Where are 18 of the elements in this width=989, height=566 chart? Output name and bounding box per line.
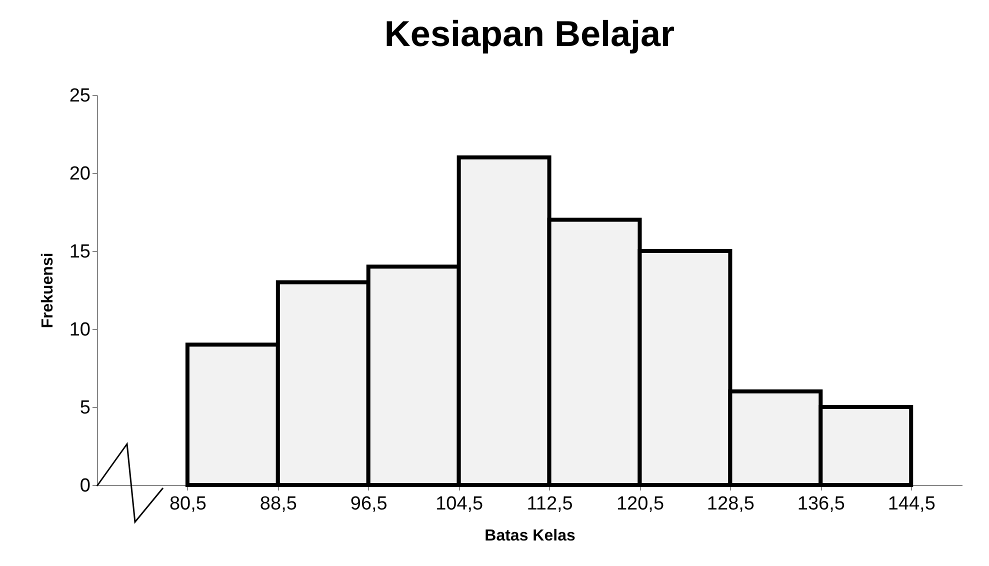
x-tick-label: 144,5 [888, 494, 936, 514]
y-axis-title: Frekuensi [39, 252, 56, 328]
x-tick-label: 80,5 [169, 494, 206, 514]
x-tick-label: 136,5 [797, 494, 845, 514]
x-tick-label: 96,5 [350, 494, 388, 514]
y-tick-label: 20 [69, 164, 90, 184]
x-tick-label: 88,5 [260, 494, 297, 514]
y-tick-label: 0 [80, 476, 90, 496]
y-tick-label: 5 [80, 398, 90, 418]
chart-title: Kesiapan Belajar [384, 13, 675, 54]
x-axis-title: Batas Kelas [484, 528, 576, 544]
x-tick-label: 120,5 [616, 494, 664, 514]
y-tick-label: 25 [69, 86, 90, 106]
x-tick-label: 104,5 [436, 494, 484, 514]
x-tick-label: 128,5 [706, 494, 754, 514]
x-tick-label: 112,5 [526, 494, 573, 514]
y-tick-label: 10 [69, 320, 90, 340]
y-tick-label: 15 [69, 242, 90, 262]
